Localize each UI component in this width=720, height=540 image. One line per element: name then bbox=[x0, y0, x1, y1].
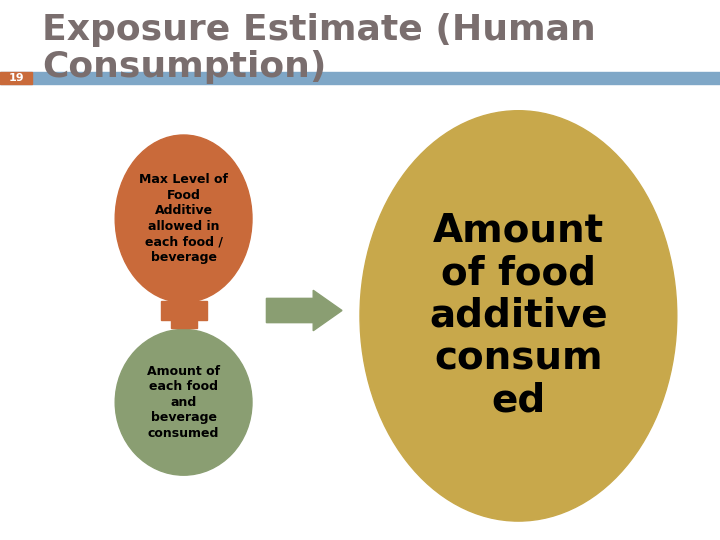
Text: Max Level of
Food
Additive
allowed in
each food /
beverage: Max Level of Food Additive allowed in ea… bbox=[139, 173, 228, 264]
Bar bbox=[0, 72, 32, 84]
Bar bbox=[171, 293, 197, 328]
Text: Amount of
each food
and
beverage
consumed: Amount of each food and beverage consume… bbox=[147, 365, 220, 440]
Text: Exposure Estimate (Human: Exposure Estimate (Human bbox=[42, 13, 595, 46]
Ellipse shape bbox=[115, 329, 252, 475]
Text: 19: 19 bbox=[9, 73, 24, 83]
Bar bbox=[161, 301, 207, 320]
Ellipse shape bbox=[360, 111, 677, 521]
Bar bbox=[0, 72, 720, 84]
Text: Amount
of food
additive
consum
ed: Amount of food additive consum ed bbox=[429, 212, 608, 420]
Text: Consumption): Consumption) bbox=[42, 51, 326, 84]
Ellipse shape bbox=[115, 135, 252, 302]
FancyArrow shape bbox=[266, 291, 342, 330]
